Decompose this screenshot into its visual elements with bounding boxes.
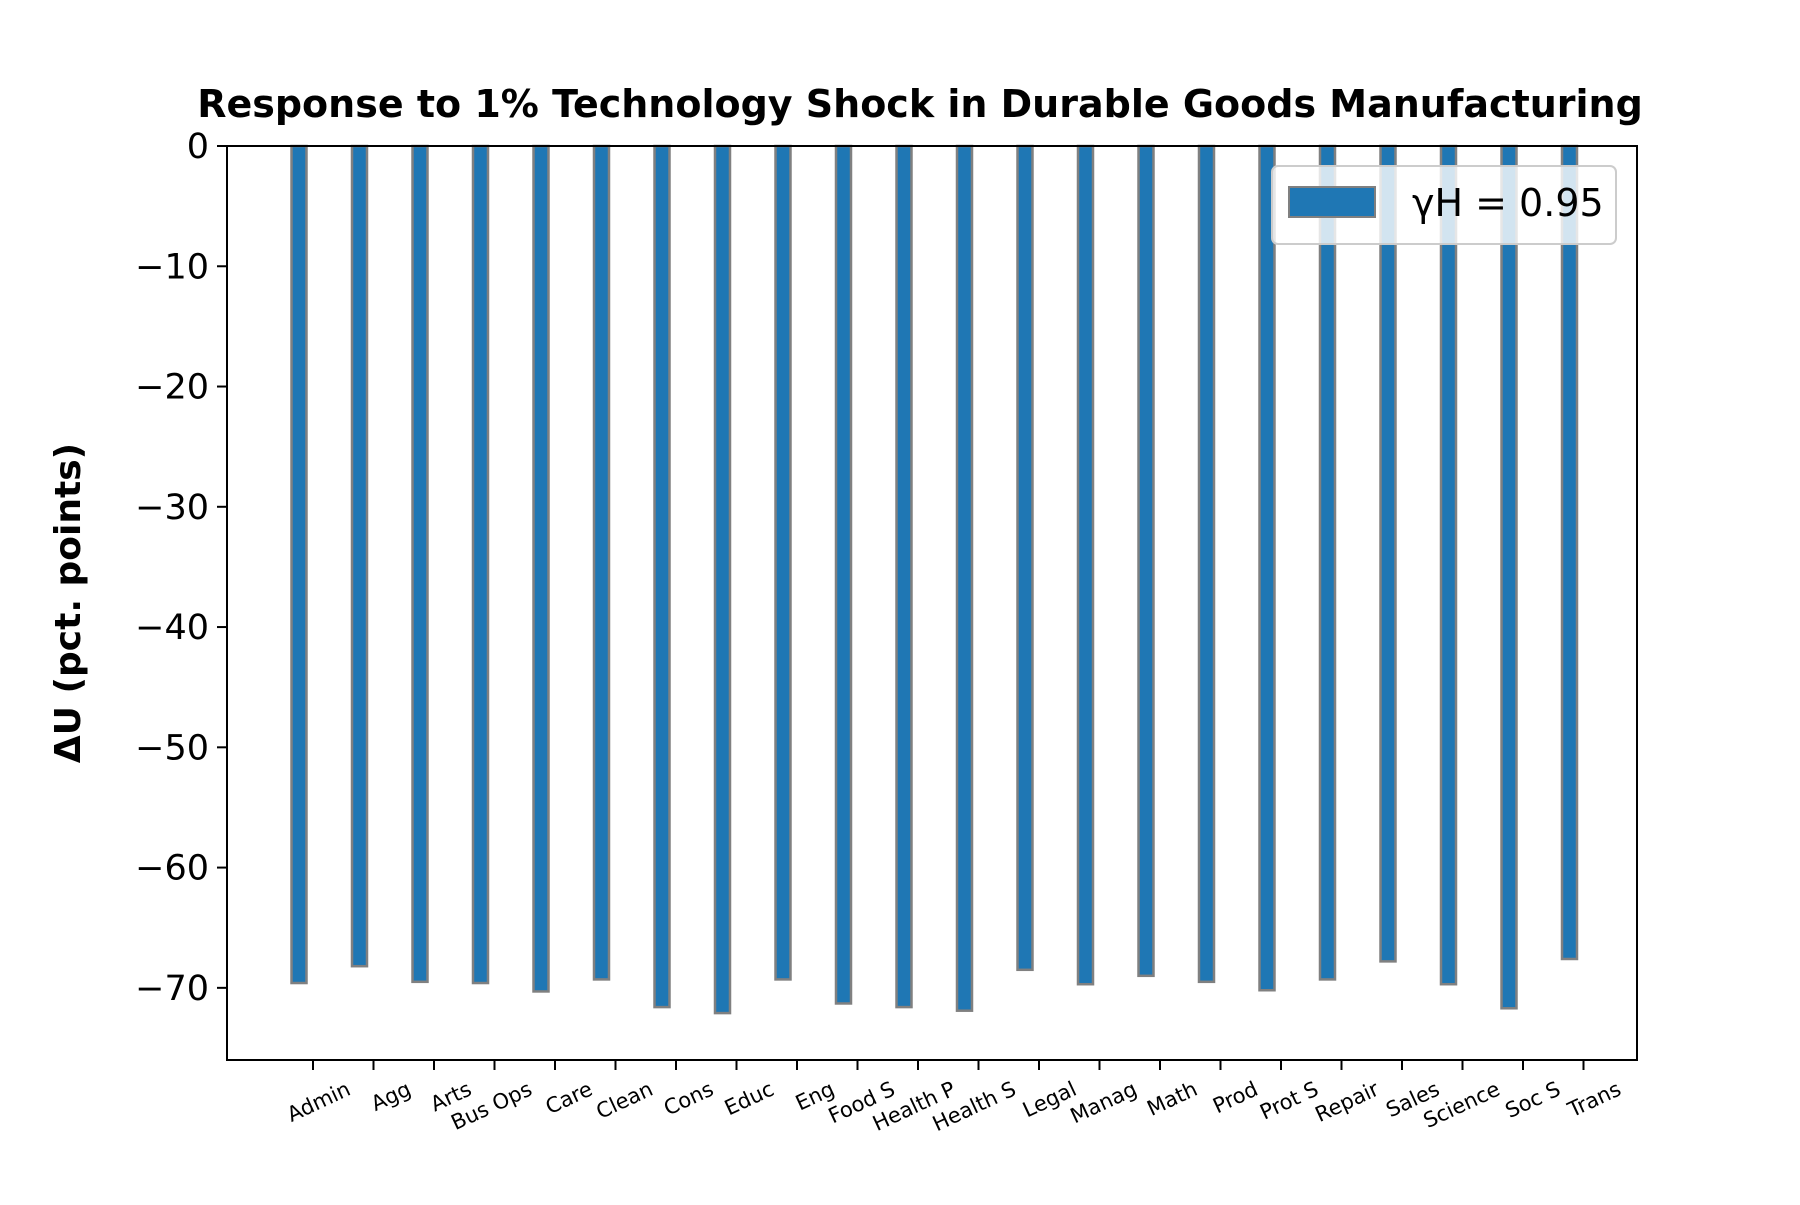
bar-admin — [290, 144, 308, 985]
bar-food-s — [834, 144, 853, 1005]
bar-trans — [1560, 144, 1579, 961]
chart-title: Response to 1% Technology Shock in Durab… — [197, 82, 1643, 126]
bar-manag — [1076, 144, 1095, 986]
x-tick-label: Manag — [1067, 1077, 1141, 1129]
x-tick-label: Agg — [367, 1077, 414, 1116]
bar-prot-s — [1258, 144, 1276, 992]
y-axis: 0 −10 −20 −30 −40 −50 −60 −70 — [135, 127, 227, 1009]
x-tick-label: Prot S — [1256, 1077, 1322, 1125]
x-tick-label: Educ — [721, 1077, 778, 1121]
y-axis-label: ΔU (pct. points) — [48, 443, 89, 763]
bar-math — [1137, 144, 1155, 978]
bar-agg — [350, 144, 369, 968]
legend-frame — [1271, 165, 1617, 245]
bar-health-s — [955, 144, 974, 1012]
x-tick-label: Repair — [1312, 1077, 1383, 1127]
bar-soc-s — [1500, 144, 1518, 1010]
y-tick-label: −40 — [135, 608, 209, 648]
y-tick-label: −30 — [135, 488, 209, 528]
x-tick-label: Admin — [283, 1077, 354, 1127]
bars-group — [290, 144, 1579, 1015]
y-tick-label: 0 — [187, 127, 209, 167]
bar-science — [1439, 144, 1458, 986]
bar-repair — [1318, 144, 1337, 981]
x-tick-label: Care — [542, 1077, 596, 1119]
bar-clean — [592, 144, 611, 981]
x-tick-label: Cons — [660, 1077, 717, 1121]
x-tick-label: Trans — [1563, 1077, 1624, 1123]
bar-bus-ops — [471, 144, 490, 985]
x-tick-label: Prod — [1209, 1077, 1261, 1118]
legend-label: γH = 0.95 — [1412, 181, 1604, 225]
legend: γH = 0.95 — [1271, 165, 1617, 245]
y-tick-label: −70 — [135, 969, 209, 1009]
bar-educ — [713, 144, 732, 1015]
bar-cons — [653, 144, 671, 1009]
bar-arts — [411, 144, 429, 984]
legend-swatch — [1288, 186, 1376, 218]
x-tick-label: Math — [1143, 1077, 1201, 1121]
y-tick-label: −50 — [135, 728, 209, 768]
y-tick-label: −10 — [135, 247, 209, 287]
y-tick-label: −60 — [135, 849, 209, 889]
bar-care — [532, 144, 550, 993]
bar-sales — [1379, 144, 1397, 963]
bar-eng — [774, 144, 792, 981]
x-tick-label: Clean — [592, 1077, 656, 1124]
plot-frame — [226, 145, 1638, 1061]
bar-prod — [1197, 144, 1216, 984]
bar-legal — [1016, 144, 1034, 972]
bar-health-p — [895, 144, 913, 1009]
y-tick-label: −20 — [135, 368, 209, 408]
x-tick-label: Soc S — [1502, 1077, 1564, 1123]
